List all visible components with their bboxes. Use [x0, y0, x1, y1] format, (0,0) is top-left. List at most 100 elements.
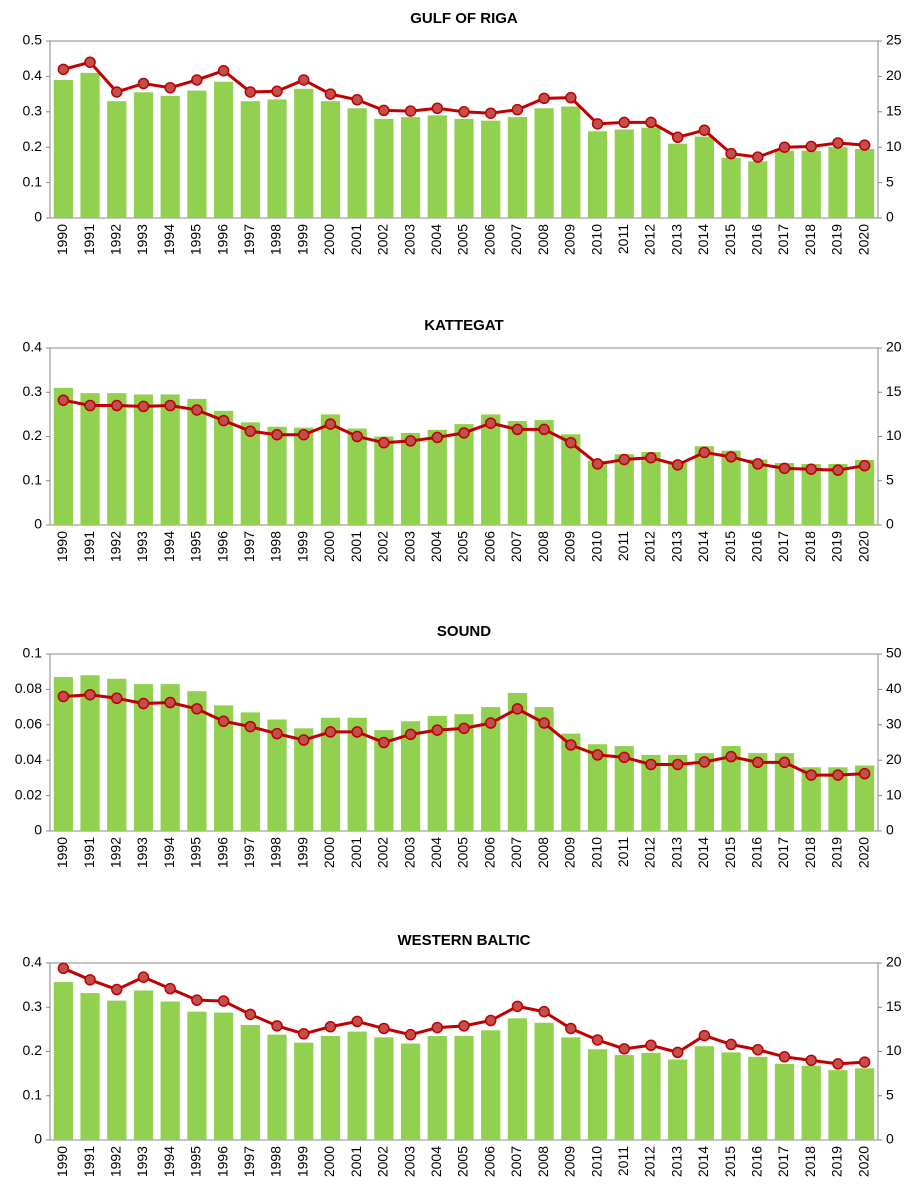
bar [801, 1065, 821, 1140]
bar [347, 428, 367, 525]
line-marker [458, 427, 470, 439]
bar [240, 712, 260, 831]
line-marker [351, 1015, 363, 1028]
bar [107, 1000, 127, 1140]
y2-tick-label: 0 [886, 209, 894, 225]
y-tick-label: 0.1 [23, 173, 43, 189]
bar [748, 753, 768, 831]
line-marker [244, 425, 257, 437]
y2-tick-label: 20 [886, 67, 902, 83]
line-marker [725, 750, 737, 763]
bar [427, 429, 447, 525]
bar [374, 436, 394, 525]
bar [641, 451, 661, 525]
y-tick-label: 0.5 [23, 32, 43, 48]
x-tick-label: 2015 [722, 837, 738, 868]
x-tick-label: 2015 [722, 531, 738, 562]
line-marker [858, 139, 871, 151]
bar [400, 721, 421, 831]
line-marker [324, 88, 337, 100]
x-tick-label: 1992 [107, 531, 123, 562]
bar [641, 1052, 661, 1140]
x-tick-label: 1993 [134, 531, 150, 562]
line-marker [832, 464, 844, 476]
line-marker [271, 727, 283, 740]
line-marker [565, 1022, 577, 1035]
bar [213, 410, 234, 525]
x-tick-label: 2011 [615, 531, 631, 561]
line-marker [137, 697, 150, 710]
bar [347, 1031, 367, 1140]
x-tick-label: 2017 [775, 1146, 791, 1177]
line-marker [297, 734, 310, 746]
line-marker [431, 102, 444, 115]
bar [561, 106, 581, 218]
x-tick-label: 2004 [428, 531, 444, 562]
line-marker [671, 1046, 684, 1059]
y2-tick-label: 10 [886, 427, 902, 443]
bar [107, 101, 127, 218]
x-tick-label: 2002 [375, 837, 391, 868]
line-marker [645, 758, 657, 771]
x-tick-label: 1990 [54, 837, 70, 868]
bar [748, 161, 768, 218]
x-tick-label: 2020 [855, 531, 871, 562]
line-marker [805, 140, 817, 153]
line-marker [565, 436, 577, 449]
line-marker [725, 147, 737, 160]
x-tick-label: 2013 [668, 837, 684, 868]
line-marker [565, 739, 577, 751]
line-marker [378, 104, 390, 117]
x-tick-label: 2001 [348, 224, 364, 255]
y-tick-label: 0.4 [23, 954, 43, 970]
line-marker [164, 982, 176, 995]
bar [828, 147, 848, 218]
x-tick-label: 2003 [401, 1146, 417, 1177]
line-marker [671, 131, 684, 144]
y-tick-label: 0.4 [23, 67, 43, 83]
bar [587, 744, 608, 831]
line-marker [458, 1020, 470, 1032]
x-tick-label: 2018 [802, 531, 818, 562]
bar [801, 150, 821, 218]
y2-tick-label: 20 [886, 751, 902, 767]
x-tick-label: 2003 [401, 837, 417, 868]
line-marker [484, 717, 497, 729]
y2-tick-label: 0 [886, 516, 894, 532]
x-tick-label: 2013 [668, 1146, 684, 1177]
line-marker [191, 404, 203, 416]
x-tick-label: 2003 [401, 531, 417, 562]
y-tick-label: 0.1 [23, 1086, 43, 1102]
line-marker [271, 428, 283, 441]
x-tick-label: 2002 [375, 1146, 391, 1177]
bar [828, 767, 848, 831]
line-marker [217, 995, 230, 1007]
bar [694, 753, 715, 831]
x-tick-label: 2016 [749, 837, 765, 868]
line-marker [858, 767, 871, 780]
x-tick-label: 1999 [294, 837, 310, 868]
bar [721, 1052, 741, 1140]
x-tick-label: 2014 [695, 531, 711, 562]
line-marker [84, 399, 96, 412]
line-marker [618, 116, 631, 129]
y2-tick-label: 15 [886, 103, 902, 119]
x-tick-label: 2004 [428, 224, 444, 255]
bar [187, 1011, 207, 1140]
x-tick-label: 2014 [695, 837, 711, 868]
line-marker [111, 399, 123, 412]
bar [240, 422, 260, 525]
x-tick-label: 1999 [294, 1146, 310, 1177]
bar [507, 117, 528, 218]
x-tick-label: 1995 [188, 531, 204, 562]
bar [748, 1056, 768, 1140]
bar [694, 136, 715, 218]
bar [561, 434, 581, 525]
x-tick-label: 2012 [642, 1146, 658, 1177]
line-marker [111, 983, 123, 996]
x-tick-label: 2018 [802, 224, 818, 255]
bar [454, 714, 474, 831]
x-tick-label: 2010 [588, 224, 604, 255]
x-tick-label: 2020 [855, 224, 871, 255]
line-marker [164, 399, 176, 412]
